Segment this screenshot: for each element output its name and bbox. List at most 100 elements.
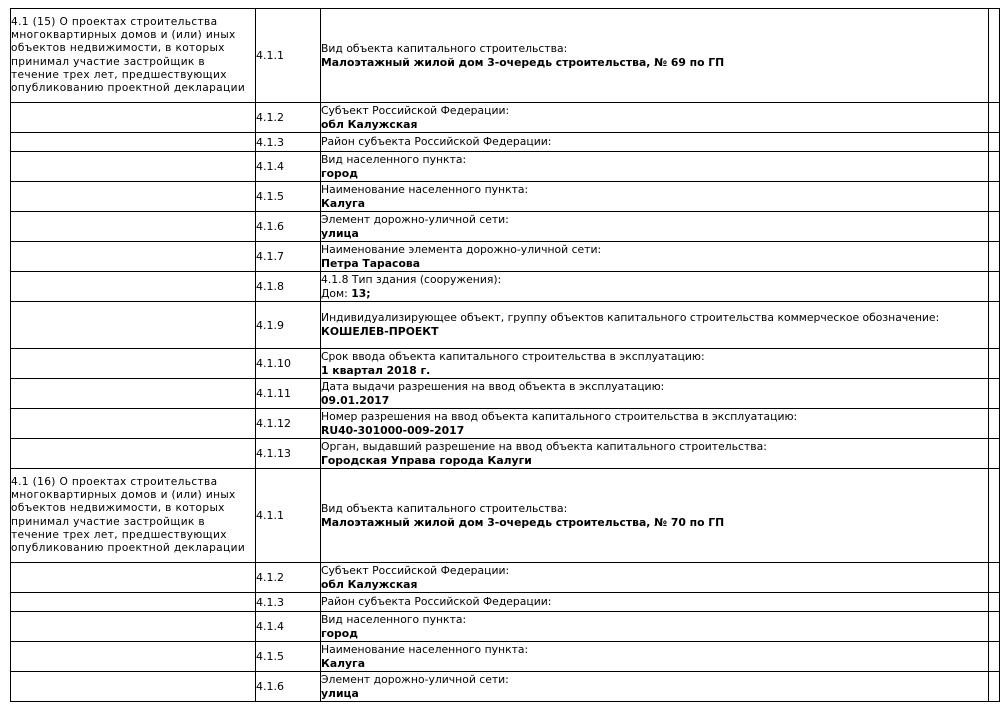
table-row: 4.1.9 Индивидуализирующее объект, группу … xyxy=(10,301,1000,349)
section-description-empty-cell xyxy=(10,408,256,439)
section-description-empty-cell xyxy=(10,102,256,133)
cutoff-column-cell xyxy=(988,468,1000,563)
section-description: 4.1 (15) О проектах строительства многок… xyxy=(10,8,256,103)
table-row: 4.1.13 Орган, выдавший разрешение на ввод… xyxy=(10,438,1000,469)
cutoff-column-cell xyxy=(988,408,1000,439)
section-description: 4.1 (16) О проектах строительства многок… xyxy=(10,468,256,563)
row-content-cell: Вид населенного пункта: город xyxy=(320,151,989,182)
table-row: 4.1.5 Наименование населенного пункта: Кал… xyxy=(10,181,1000,212)
row-content-cell: Субъект Российской Федерации: обл Калужск… xyxy=(320,562,989,593)
table-row: 4.1.6 Элемент дорожно-уличной сети: улица xyxy=(10,671,1000,702)
section-description-empty-cell xyxy=(10,438,256,469)
row-content-cell: Наименование населенного пункта: Калуга xyxy=(320,181,989,212)
row-number: 4.1.7 xyxy=(255,241,321,272)
row-content-cell: Район субъекта Российской Федерации: xyxy=(320,132,989,152)
cutoff-column-cell xyxy=(988,211,1000,242)
row-number: 4.1.3 xyxy=(255,132,321,152)
table-row: 4.1.2 Субъект Российской Федерации: обл Ка… xyxy=(10,562,1000,593)
field-value-line: Малоэтажный жилой дом 3-очередь строител… xyxy=(322,516,988,530)
field-value: RU40-301000-009-2017 xyxy=(321,423,465,437)
field-label: Дата выдачи разрешения на ввод объекта в… xyxy=(321,379,665,393)
field-label: Элемент дорожно-уличной сети: xyxy=(321,672,509,686)
row-number: 4.1.13 xyxy=(255,438,321,469)
table-row: 4.1.4 Вид населенного пункта: город xyxy=(10,151,1000,182)
table-row: 4.1.3 Район субъекта Российской Федерации… xyxy=(10,132,1000,152)
section-description-empty-cell xyxy=(10,562,256,593)
cutoff-column-cell xyxy=(988,378,1000,409)
row-number: 4.1.8 xyxy=(255,271,321,302)
field-value: улица xyxy=(321,226,359,240)
section-description-empty-cell xyxy=(10,211,256,242)
row-content-cell: 4.1.8 Тип здания (сооружения): Дом: 13; xyxy=(320,271,989,302)
project-declaration-table: 4.1 (15) О проектах строительства многок… xyxy=(10,8,1000,702)
field-label: Вид населенного пункта: xyxy=(321,152,467,166)
table-row: 4.1 (16) О проектах строительства многок… xyxy=(10,468,1000,563)
cutoff-column-cell xyxy=(988,671,1000,702)
field-value: Петра Тарасова xyxy=(321,256,421,270)
cutoff-column-cell xyxy=(988,102,1000,133)
table-row: 4.1.4 Вид населенного пункта: город xyxy=(10,611,1000,642)
field-label: Район субъекта Российской Федерации: xyxy=(321,135,552,148)
table-row: 4.1.5 Наименование населенного пункта: Кал… xyxy=(10,641,1000,672)
row-number: 4.1.5 xyxy=(255,181,321,212)
row-content-cell: Наименование элемента дорожно-уличной се… xyxy=(320,241,989,272)
section-description-empty-cell xyxy=(10,271,256,302)
table-row: 4.1 (15) О проектах строительства многок… xyxy=(10,8,1000,103)
section-description-empty-cell xyxy=(10,132,256,152)
field-label: Индивидуализирующее объект, группу объек… xyxy=(321,311,940,324)
field-label: 4.1.8 Тип здания (сооружения): xyxy=(321,272,502,286)
row-number: 4.1.12 xyxy=(255,408,321,439)
row-content-cell: Дата выдачи разрешения на ввод объекта в… xyxy=(320,378,989,409)
cutoff-column-cell xyxy=(988,271,1000,302)
row-content-cell: Срок ввода объекта капитального строител… xyxy=(320,348,989,379)
field-label: Район субъекта Российской Федерации: xyxy=(321,595,552,608)
row-content-cell: Орган, выдавший разрешение на ввод объек… xyxy=(320,438,989,469)
row-content-cell: Номер разрешения на ввод объекта капитал… xyxy=(320,408,989,439)
section-description-empty-cell xyxy=(10,241,256,272)
section-description-empty-cell xyxy=(10,641,256,672)
cutoff-column-cell xyxy=(988,592,1000,612)
section-description-empty-cell xyxy=(10,378,256,409)
table-row: 4.1.3 Район субъекта Российской Федерации… xyxy=(10,592,1000,612)
row-number: 4.1.3 xyxy=(255,592,321,612)
section-description-empty-cell xyxy=(10,301,256,349)
field-value: Калуга xyxy=(321,656,365,670)
cutoff-column-cell xyxy=(988,562,1000,593)
row-number: 4.1.4 xyxy=(255,151,321,182)
field-value: 13; xyxy=(351,286,371,300)
cutoff-column-cell xyxy=(988,132,1000,152)
field-value: обл Калужская xyxy=(321,577,418,591)
cutoff-column-cell xyxy=(988,348,1000,379)
field-label: Вид объекта капитального строительства: xyxy=(321,41,568,55)
row-number: 4.1.1 xyxy=(255,8,321,103)
cutoff-column-cell xyxy=(988,611,1000,642)
table-row: 4.1.2 Субъект Российской Федерации: обл Ка… xyxy=(10,102,1000,133)
field-value-line: Калуга xyxy=(322,197,988,211)
field-value-line: город xyxy=(322,167,988,181)
field-value-line: улица xyxy=(322,687,988,701)
table-row: 4.1.12 Номер разрешения на ввод объекта к… xyxy=(10,408,1000,439)
cutoff-column-cell xyxy=(988,241,1000,272)
row-number: 4.1.1 xyxy=(255,468,321,563)
row-number: 4.1.2 xyxy=(255,562,321,593)
field-value-line: город xyxy=(322,627,988,641)
field-label: Элемент дорожно-уличной сети: xyxy=(321,212,509,226)
cutoff-column-cell xyxy=(988,641,1000,672)
row-number: 4.1.9 xyxy=(255,301,321,349)
field-value-line: Калуга xyxy=(321,656,988,671)
table-row: 4.1.6 Элемент дорожно-уличной сети: улица xyxy=(10,211,1000,242)
field-label: Орган, выдавший разрешение на ввод объек… xyxy=(321,439,767,453)
field-value-prefix: Дом: xyxy=(321,286,352,300)
field-value-line: 09.01.2017 xyxy=(321,393,988,408)
row-content-cell: Элемент дорожно-уличной сети: улица xyxy=(320,211,989,242)
field-label: Номер разрешения на ввод объекта капитал… xyxy=(321,409,798,423)
table-row: 4.1.11 Дата выдачи разрешения на ввод объ… xyxy=(10,378,1000,409)
field-value: обл Калужская xyxy=(321,117,418,131)
row-number: 4.1.6 xyxy=(255,211,321,242)
field-value: 09.01.2017 xyxy=(321,393,390,407)
section-description-empty-cell xyxy=(10,592,256,612)
section-description-empty-cell xyxy=(10,151,256,182)
row-content-cell: Наименование населенного пункта: Калуга xyxy=(320,641,989,672)
row-number: 4.1.5 xyxy=(255,641,321,672)
